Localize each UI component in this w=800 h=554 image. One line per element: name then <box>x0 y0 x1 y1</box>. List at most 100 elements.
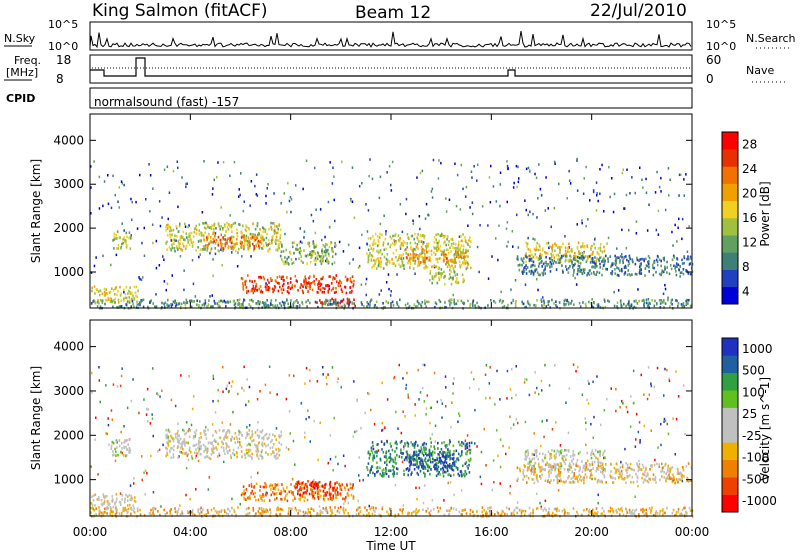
echo-cell <box>120 441 123 445</box>
echo-cell <box>265 432 268 436</box>
echo-cell <box>318 480 321 484</box>
echo-cell <box>94 292 96 295</box>
echo-cell <box>670 299 673 302</box>
echo-cell <box>183 438 186 441</box>
echo-cell <box>458 474 461 477</box>
echo-cell <box>538 392 540 396</box>
echo-cell <box>626 410 629 414</box>
echo-cell <box>107 417 109 420</box>
echo-cell <box>245 279 247 283</box>
echo-cell <box>603 456 605 460</box>
echo-cell <box>316 255 318 258</box>
echo-cell <box>362 478 364 482</box>
echo-cell <box>625 304 627 308</box>
echo-cell <box>481 205 484 208</box>
echo-cell <box>544 453 547 457</box>
echo-cell <box>455 466 458 469</box>
echo-cell <box>408 454 411 457</box>
echo-cell <box>499 183 502 186</box>
echo-cell <box>188 233 190 236</box>
echo-cell <box>619 300 622 304</box>
echo-cell <box>337 284 340 287</box>
echo-cell <box>313 274 315 278</box>
echo-cell <box>291 286 293 289</box>
echo-cell <box>281 483 283 487</box>
echo-cell <box>465 185 468 189</box>
echo-cell <box>453 377 455 380</box>
echo-cell <box>561 256 563 259</box>
echo-cell <box>265 241 267 245</box>
echo-cell <box>204 299 207 302</box>
echo-cell <box>584 302 587 306</box>
echo-cell <box>577 241 580 244</box>
echo-cell <box>553 449 556 453</box>
echo-cell <box>214 237 216 241</box>
echo-cell <box>581 272 584 275</box>
echo-cell <box>188 243 191 247</box>
echo-cell <box>468 441 471 445</box>
echo-cell <box>214 232 217 235</box>
echo-cell <box>619 269 621 272</box>
echo-cell <box>603 260 606 264</box>
echo-cell <box>272 487 275 490</box>
echo-cell <box>126 504 129 507</box>
echo-cell <box>461 450 463 453</box>
echo-cell <box>229 225 231 228</box>
echo-cell <box>447 448 449 451</box>
echo-cell <box>248 246 251 250</box>
echo-cell <box>271 238 274 242</box>
echo-cell <box>256 236 259 240</box>
echo-cell <box>247 448 250 452</box>
echo-cell <box>123 288 125 292</box>
echo-cell <box>242 304 244 307</box>
echo-cell <box>452 258 454 262</box>
echo-cell <box>198 305 200 309</box>
echo-cell <box>309 301 311 305</box>
echo-cell <box>315 278 318 281</box>
echo-cell <box>439 249 442 253</box>
echo-cell <box>396 259 399 262</box>
echo-cell <box>274 434 276 438</box>
echo-cell <box>573 474 575 478</box>
echo-cell <box>265 444 267 448</box>
echo-cell <box>634 262 637 266</box>
echo-cell <box>124 240 126 244</box>
echo-cell <box>185 441 187 444</box>
echo-cell <box>561 455 564 458</box>
echo-cell <box>131 508 133 511</box>
echo-cell <box>171 239 174 242</box>
echo-cell <box>453 301 455 304</box>
echo-cell <box>129 507 132 510</box>
echo-cell <box>288 490 291 494</box>
echo-cell <box>114 287 117 290</box>
echo-cell <box>564 259 567 263</box>
echo-cell <box>278 246 281 250</box>
echo-cell <box>249 448 251 452</box>
echo-cell <box>542 262 545 266</box>
echo-cell <box>244 228 247 232</box>
echo-cell <box>628 466 631 469</box>
echo-cell <box>265 202 267 205</box>
echo-cell <box>242 209 245 213</box>
echo-cell <box>660 259 662 263</box>
echo-cell <box>344 464 346 468</box>
echo-cell <box>424 245 427 248</box>
echo-cell <box>327 291 330 294</box>
echo-cell <box>178 441 180 445</box>
echo-cell <box>257 471 259 475</box>
echo-cell <box>319 288 322 291</box>
echo-cell <box>185 298 188 302</box>
echo-cell <box>323 290 325 294</box>
echo-cell <box>240 493 243 497</box>
echo-cell <box>311 288 314 292</box>
echo-cell <box>471 212 474 216</box>
echo-cell <box>253 239 256 243</box>
echo-cell <box>107 202 110 206</box>
echo-cell <box>427 465 429 469</box>
echo-cell <box>334 301 336 304</box>
echo-cell <box>251 242 254 246</box>
echo-cell <box>584 255 587 258</box>
echo-cell <box>261 444 264 448</box>
echo-cell <box>128 296 130 299</box>
